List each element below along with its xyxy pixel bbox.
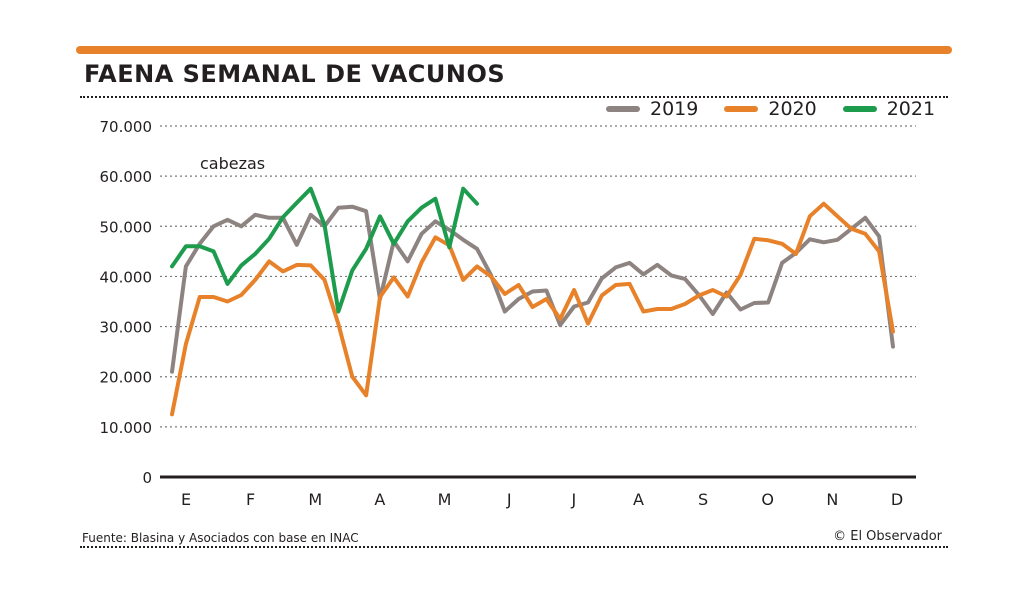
legend-label-2020: 2020 bbox=[768, 98, 817, 120]
x-tick-label: M bbox=[438, 490, 452, 509]
y-tick-label: 70.000 bbox=[100, 118, 153, 136]
legend-item-2021: 2021 bbox=[842, 98, 936, 120]
x-tick-label: N bbox=[826, 490, 838, 509]
chart-legend: 2019 2020 2021 bbox=[606, 98, 935, 120]
series-line-2019 bbox=[170, 204, 895, 374]
y-tick-label: 0 bbox=[142, 469, 152, 487]
y-tick-label: 40.000 bbox=[100, 268, 153, 286]
y-tick-label: 20.000 bbox=[100, 369, 153, 387]
legend-swatch-2020 bbox=[724, 106, 759, 112]
footer-divider bbox=[80, 546, 948, 548]
x-tick-label: D bbox=[891, 490, 903, 509]
chart-title: FAENA SEMANAL DE VACUNOS bbox=[84, 60, 506, 88]
x-tick-label: O bbox=[761, 490, 774, 509]
credit-note: © El Observador bbox=[833, 529, 942, 544]
accent-bar bbox=[76, 46, 952, 54]
series-line-2021 bbox=[170, 186, 479, 314]
legend-label-2021: 2021 bbox=[886, 98, 936, 120]
x-tick-label: J bbox=[570, 490, 576, 509]
x-tick-label: A bbox=[374, 490, 385, 509]
y-tick-label: 60.000 bbox=[100, 168, 153, 186]
x-tick-label: M bbox=[308, 490, 322, 509]
x-tick-label: J bbox=[506, 490, 512, 509]
legend-label-2019: 2019 bbox=[650, 98, 699, 120]
x-tick-label: E bbox=[181, 490, 191, 509]
legend-swatch-2019 bbox=[606, 106, 640, 112]
x-tick-label: S bbox=[698, 490, 708, 509]
x-tick-label: F bbox=[246, 490, 255, 509]
title-divider bbox=[80, 96, 948, 98]
y-tick-label: 50.000 bbox=[100, 218, 153, 236]
y-tick-label: 30.000 bbox=[100, 319, 153, 337]
legend-item-2020: 2020 bbox=[724, 98, 817, 120]
x-tick-label: A bbox=[633, 490, 644, 509]
source-note: Fuente: Blasina y Asociados con base en … bbox=[82, 531, 359, 545]
y-tick-label: 10.000 bbox=[100, 419, 153, 437]
series-line-2020 bbox=[170, 201, 895, 417]
y-axis-label: cabezas bbox=[200, 154, 265, 173]
legend-swatch-2021 bbox=[842, 106, 877, 112]
legend-item-2019: 2019 bbox=[606, 98, 698, 120]
